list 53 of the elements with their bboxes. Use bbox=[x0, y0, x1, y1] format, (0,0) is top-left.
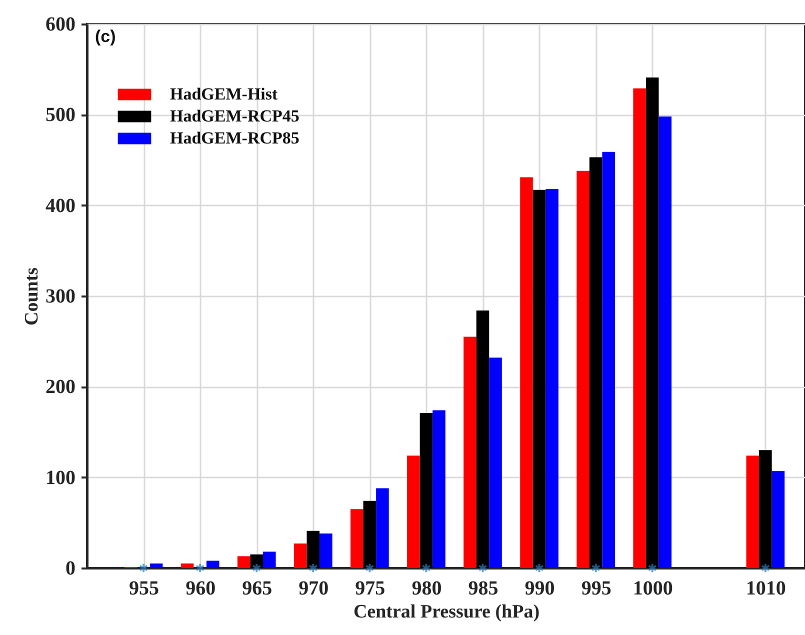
bar bbox=[237, 556, 250, 568]
x-axis-title: Central Pressure (hPa) bbox=[353, 602, 540, 622]
bar bbox=[520, 177, 533, 568]
x-tick-label: 975 bbox=[355, 578, 386, 600]
bar bbox=[150, 563, 163, 568]
y-tick-label: 200 bbox=[46, 376, 76, 398]
y-tick-label: 0 bbox=[66, 558, 76, 580]
bar bbox=[420, 412, 433, 568]
x-tick-label: 1010 bbox=[746, 578, 786, 600]
bar bbox=[306, 530, 320, 568]
legend-label: HadGEM-RCP85 bbox=[170, 128, 300, 148]
bar bbox=[363, 500, 376, 568]
bar bbox=[546, 189, 558, 568]
bar bbox=[772, 470, 785, 568]
bar bbox=[746, 456, 760, 568]
bar bbox=[320, 534, 332, 568]
bar bbox=[489, 358, 502, 568]
bar bbox=[407, 456, 420, 568]
x-tick-label: 995 bbox=[581, 578, 612, 600]
y-axis-title: Counts bbox=[22, 267, 42, 326]
x-tick-label: 985 bbox=[468, 578, 498, 600]
bar bbox=[633, 88, 646, 568]
x-tick-label: 965 bbox=[242, 578, 272, 600]
legend-label: HadGEM-Hist bbox=[170, 84, 278, 104]
legend-label: HadGEM-RCP45 bbox=[170, 106, 300, 126]
x-tick-label: 970 bbox=[298, 578, 329, 600]
bar bbox=[476, 310, 490, 568]
bar bbox=[646, 77, 659, 568]
annotation: (c) bbox=[95, 27, 116, 46]
bar bbox=[206, 560, 220, 568]
x-tick-label: 1000 bbox=[632, 578, 673, 600]
y-tick-label: 600 bbox=[46, 14, 76, 36]
y-tick-label: 500 bbox=[46, 104, 76, 126]
bar bbox=[602, 152, 615, 568]
x-tick-label: 955 bbox=[129, 578, 160, 600]
bar bbox=[532, 190, 546, 568]
x-tick-label: 960 bbox=[186, 578, 216, 600]
bar bbox=[350, 509, 364, 568]
bar bbox=[376, 488, 389, 568]
bar bbox=[759, 450, 772, 568]
x-tick-label: 980 bbox=[412, 578, 442, 600]
y-tick-label: 400 bbox=[46, 194, 76, 217]
y-tick-label: 100 bbox=[46, 466, 76, 489]
bar bbox=[180, 563, 194, 568]
bar bbox=[464, 336, 476, 568]
bar bbox=[658, 116, 672, 568]
bar bbox=[294, 544, 307, 568]
x-tick-label: 990 bbox=[524, 578, 555, 600]
bar bbox=[576, 170, 590, 568]
bar bbox=[589, 157, 602, 568]
bar bbox=[432, 410, 446, 568]
y-tick-label: 300 bbox=[46, 286, 76, 308]
bar bbox=[262, 552, 276, 568]
